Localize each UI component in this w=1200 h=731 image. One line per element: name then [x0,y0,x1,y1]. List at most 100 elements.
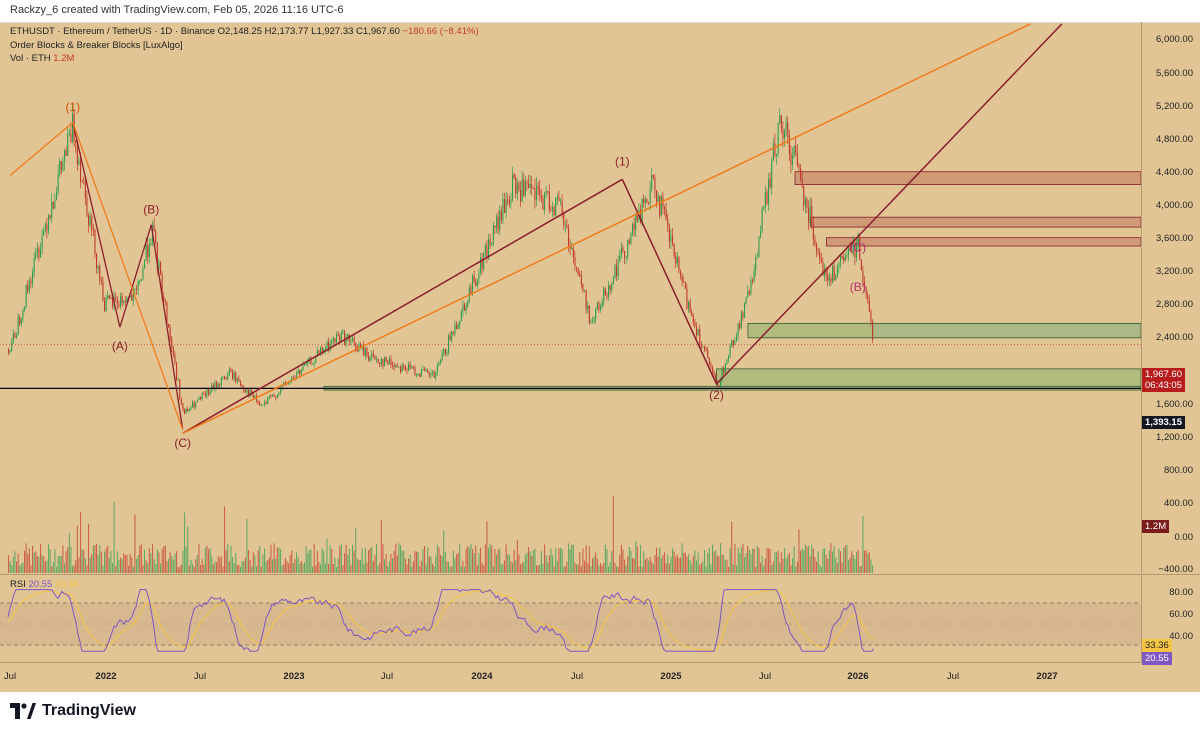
candle-body [556,196,558,198]
rsi-pane[interactable]: RSI 20.55 33.36 [0,574,1141,663]
candle-body [659,196,661,216]
candle-body [156,242,158,270]
candle-body [486,245,488,259]
candle-body [140,279,142,281]
candle-body [574,257,576,267]
candle-body [281,385,283,389]
volume-bar [182,550,184,573]
volume-bar [129,553,131,573]
main-chart-pane[interactable]: (1) (B) (A) (C) (1) (2) (B) (C) ETHUSDT · Ether… [0,22,1142,573]
volume-bar [326,538,328,573]
candle-body [8,349,10,353]
candle-body [25,285,27,307]
candle-body [497,216,499,231]
candle-body [771,160,773,188]
candle-body [320,347,322,354]
volume-bar [296,552,298,573]
candle-body [521,179,523,202]
volume-bar [137,555,139,573]
volume-bar [539,564,541,573]
candle-body [563,213,565,226]
volume-bar [294,559,296,573]
candle-body [526,182,528,184]
volume-bar [852,554,854,573]
candle-body [72,113,74,143]
volume-bar [699,564,701,573]
volume-bar [777,550,779,573]
wave-line [150,224,184,430]
volume-bar [673,551,675,573]
candle-body [790,153,792,165]
wave-label: (B) [143,202,159,216]
volume-bar [169,552,171,573]
volume-bar [713,551,715,573]
volume-bar [52,561,54,573]
candle-body [96,253,98,269]
volume-bar [835,558,837,573]
volume-bar [702,561,704,573]
candle-body [859,236,861,260]
tradingview-logo[interactable]: TradingView [10,702,136,720]
volume-bar [379,562,381,573]
volume-bar [568,543,570,573]
volume-bar [553,566,555,573]
candle-body [467,301,469,307]
candle-body [699,328,701,345]
volume-bar [865,549,867,573]
candle-body [593,318,595,322]
volume-bar [824,548,826,573]
candle-body [147,244,149,258]
volume-bar [339,546,341,573]
volume-bar [654,554,656,573]
rsi-tick: 80.00 [1169,587,1193,598]
volume-bar [377,566,379,573]
price-chart[interactable]: (1) (B) (A) (C) (1) (2) (B) (C) [0,22,1142,573]
candle-body [348,334,350,342]
rsi-ma-badge: 33.36 [1142,639,1172,652]
volume-bar [9,561,11,573]
volume-bar [734,543,736,573]
candle-body [606,295,608,298]
candle-body [576,266,578,269]
candle-body [779,115,781,124]
volume-bar [315,565,317,573]
volume-bar [451,566,453,573]
volume-bar [372,560,374,573]
rsi-axis[interactable]: 80.00 60.00 40.00 33.36 20.55 [1141,574,1200,665]
volume-bar [720,543,722,573]
volume-bar [577,564,579,573]
candle-body [384,356,386,367]
candle-body [228,369,230,375]
candle-body [48,215,50,231]
volume-bar [211,556,213,573]
candle-body [316,350,318,356]
volume-bar [726,559,728,573]
volume-bar [545,555,547,573]
price-tick: 1,200.00 [1156,432,1193,443]
candle-body [329,343,331,351]
candle-body [822,262,824,276]
volume-bar [105,548,107,573]
volume-bar [512,562,514,573]
volume-bar [864,551,866,573]
volume-bar [345,544,347,573]
volume-bar [102,565,104,573]
volume-bar [76,525,78,573]
candle-body [387,361,389,365]
rsi-chart[interactable] [0,575,1141,663]
candle-body [353,337,355,343]
candle-body [120,295,122,306]
candle-body [798,165,800,169]
candle-body [246,389,248,393]
volume-bar [366,562,368,573]
price-axis[interactable]: 6,000.00 5,600.00 5,200.00 4,800.00 4,40… [1141,22,1200,575]
candle-body [849,248,851,251]
time-axis[interactable]: Jul 2022 Jul 2023 Jul 2024 Jul 2025 Jul … [0,662,1141,693]
volume-bar [254,555,256,573]
candle-body [769,179,771,188]
candle-body [49,215,51,219]
candle-body [51,201,53,219]
volume-bar [801,548,803,573]
candle-body [124,301,126,303]
candle-body [449,335,451,340]
